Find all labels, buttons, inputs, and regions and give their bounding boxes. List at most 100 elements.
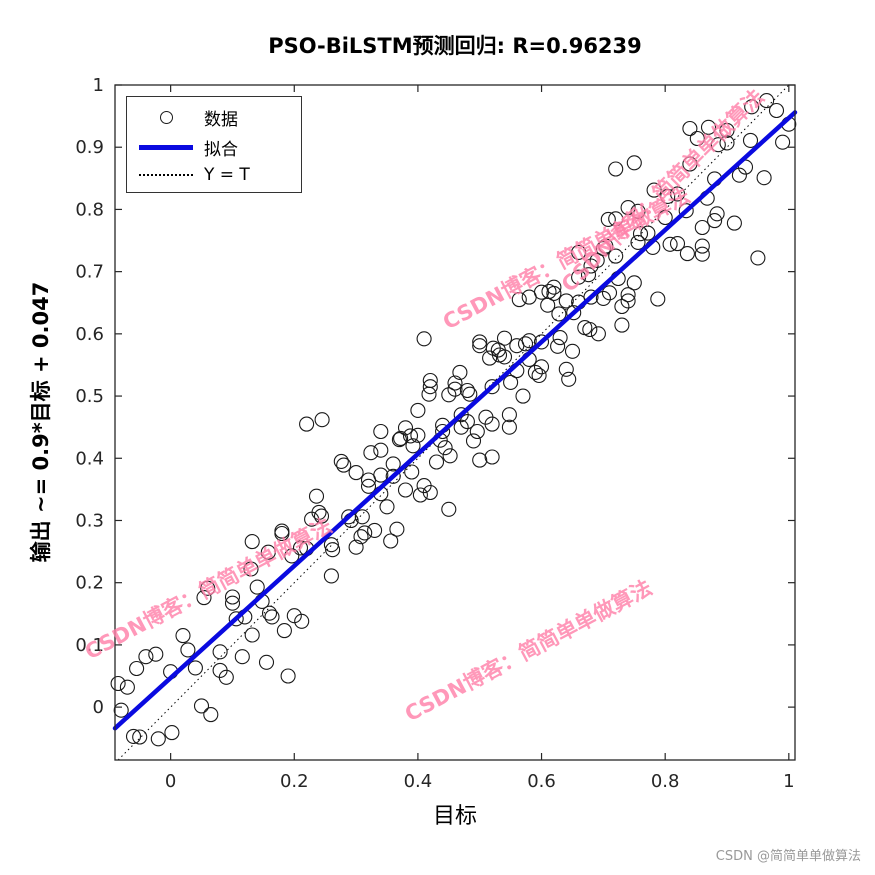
footer-watermark: CSDN @简简单单做算法: [715, 849, 861, 864]
data-point: [284, 548, 300, 564]
data-point: [308, 488, 325, 504]
data-point: [583, 258, 599, 274]
data-point: [280, 668, 296, 684]
data-point: [511, 292, 527, 308]
x-tick-label: 0.4: [404, 771, 433, 792]
data-point: [472, 338, 488, 354]
data-point: [353, 529, 369, 545]
data-point: [640, 225, 656, 241]
data-point: [669, 186, 686, 202]
data-point: [469, 423, 485, 440]
data-point: [228, 611, 244, 627]
dotted-line-icon: [139, 173, 193, 176]
data-point: [447, 381, 463, 397]
data-point: [608, 211, 624, 227]
data-point: [540, 297, 556, 313]
data-point: [496, 330, 513, 346]
data-point: [391, 432, 407, 448]
data-point: [756, 170, 772, 186]
data-point: [509, 338, 525, 354]
data-point: [110, 675, 126, 692]
data-point: [404, 464, 420, 480]
data-point: [660, 188, 676, 204]
data-point: [119, 679, 135, 695]
data-point: [416, 331, 432, 347]
data-point: [515, 388, 531, 404]
data-point: [484, 449, 500, 465]
data-point: [679, 246, 695, 262]
data-point: [646, 182, 662, 198]
data-point: [264, 609, 280, 625]
data-point: [336, 457, 352, 473]
data-point: [580, 267, 597, 283]
data-point: [682, 120, 698, 137]
legend-marker-cell: [139, 144, 193, 150]
data-point: [138, 649, 154, 665]
data-point: [363, 445, 379, 461]
data-point: [452, 364, 468, 380]
data-point: [180, 642, 196, 658]
data-point: [244, 534, 260, 550]
data-point: [552, 330, 568, 346]
data-point: [600, 211, 616, 227]
data-point: [196, 590, 212, 606]
legend-label-identity: Y = T: [204, 164, 250, 185]
circle-marker-icon: [159, 110, 173, 124]
data-point: [608, 161, 624, 177]
data-point: [551, 306, 567, 322]
data-point: [385, 456, 401, 472]
data-point: [405, 438, 421, 454]
data-point: [501, 419, 517, 435]
data-point: [258, 654, 275, 670]
data-point: [583, 289, 599, 305]
y-tick-label: 1: [93, 75, 104, 96]
data-point: [224, 589, 241, 605]
y-tick-label: 0.3: [75, 510, 104, 531]
data-point: [620, 293, 636, 309]
data-point: [148, 646, 164, 662]
data-point: [491, 347, 508, 363]
legend-label-data: 数据: [204, 109, 238, 130]
data-point: [694, 238, 710, 254]
data-point: [561, 371, 577, 387]
data-point: [482, 350, 498, 366]
data-point: [564, 343, 581, 359]
data-point: [261, 605, 278, 621]
data-point: [276, 623, 292, 639]
data-point: [626, 155, 642, 171]
data-point: [333, 453, 349, 469]
data-point: [759, 93, 775, 109]
data-point: [348, 539, 364, 555]
data-point: [187, 660, 203, 676]
data-point: [125, 728, 142, 744]
data-point: [224, 595, 241, 611]
y-tick-label: 0.8: [75, 199, 104, 220]
data-point: [533, 334, 550, 350]
data-point: [694, 219, 710, 236]
data-point: [533, 359, 550, 375]
data-point: [726, 215, 742, 231]
data-point: [620, 200, 636, 216]
data-point: [442, 448, 458, 464]
data-point: [441, 387, 457, 403]
y-tick-label: 0.6: [75, 324, 104, 345]
x-tick-label: 0.8: [651, 771, 680, 792]
data-point: [385, 468, 401, 484]
data-point: [348, 465, 364, 481]
data-point: [373, 423, 389, 440]
data-point: [292, 540, 309, 556]
data-point: [453, 419, 469, 435]
data-point: [397, 420, 414, 436]
data-point: [313, 508, 330, 524]
data-point: [150, 731, 166, 747]
chart-title: PSO-BiLSTM预测回归: R=0.96239: [268, 34, 642, 58]
data-point: [700, 119, 717, 135]
data-point: [325, 542, 341, 558]
data-point: [393, 430, 409, 446]
data-point: [304, 511, 320, 527]
data-point: [465, 433, 482, 449]
data-point: [742, 132, 759, 148]
data-point: [437, 440, 453, 456]
y-tick-label: 0.1: [75, 635, 104, 656]
data-point: [490, 342, 506, 358]
